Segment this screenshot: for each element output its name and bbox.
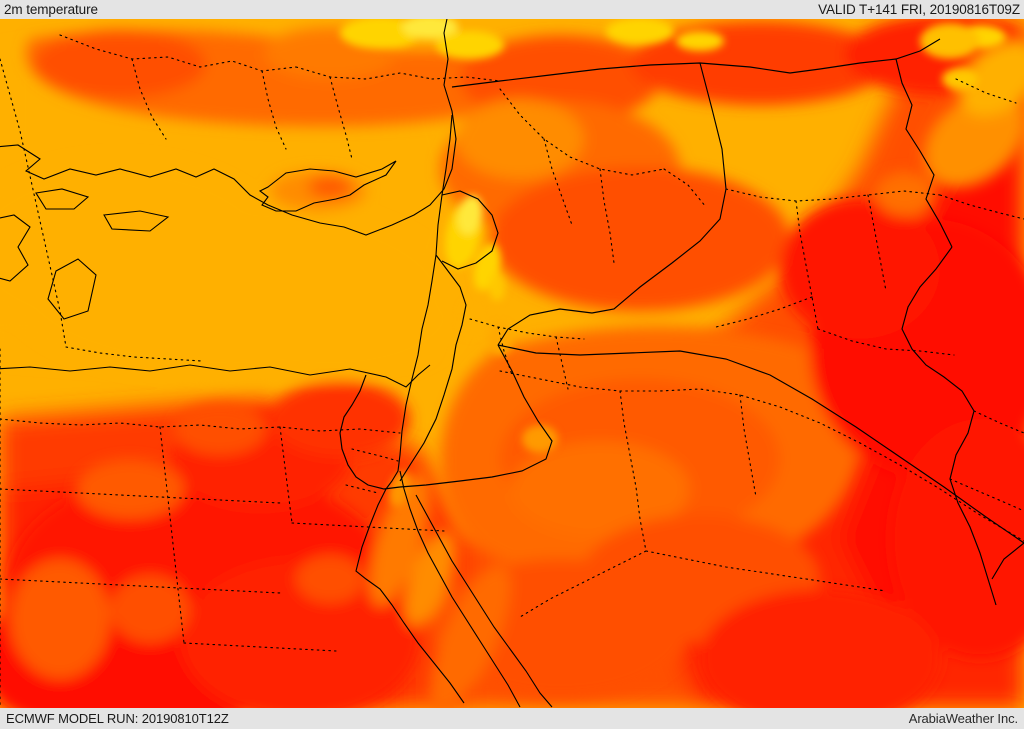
- temperature-map[interactable]: [0, 19, 1024, 708]
- map-header-bar: 2m temperature VALID T+141 FRI, 20190816…: [0, 0, 1024, 19]
- model-run-label: ECMWF MODEL RUN: 20190810T12Z: [6, 711, 229, 726]
- temperature-field-svg: [0, 19, 1024, 708]
- map-footer-bar: ECMWF MODEL RUN: 20190810T12Z ArabiaWeat…: [0, 708, 1024, 729]
- coastline-layer: [0, 19, 553, 708]
- field-cool-highlights: [340, 19, 1006, 507]
- provider-attribution: ArabiaWeather Inc.: [908, 711, 1018, 726]
- country-border-layer: [339, 38, 1024, 606]
- temperature-shading-group: [0, 19, 1024, 708]
- valid-time-label: VALID T+141 FRI, 20190816T09Z: [818, 1, 1020, 17]
- admin-border-layer: [0, 34, 1024, 708]
- field-mid-blobs: [0, 19, 1024, 708]
- field-title: 2m temperature: [4, 1, 98, 17]
